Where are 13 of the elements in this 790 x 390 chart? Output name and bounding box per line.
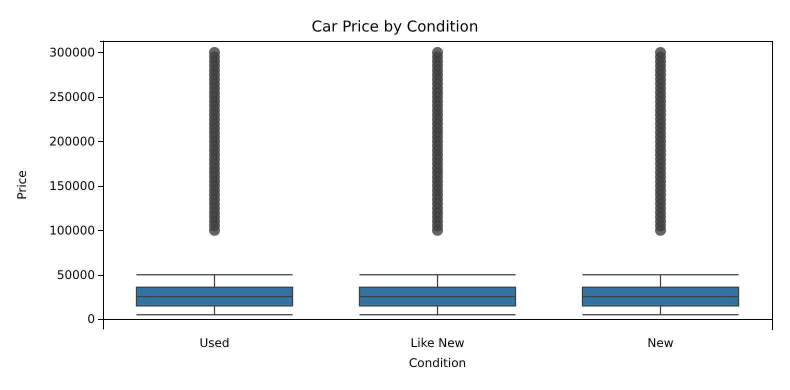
y-tick-label: 300000 [49, 46, 95, 60]
y-tick-label: 100000 [49, 223, 95, 238]
chart-title: Car Price by Condition [312, 18, 478, 36]
y-tick-label: 0 [87, 312, 95, 326]
y-tick-label: 50000 [56, 268, 95, 282]
x-axis-title: Condition [408, 356, 466, 370]
y-tick-label: 250000 [49, 90, 95, 104]
x-tick-label: Like New [410, 336, 465, 350]
y-tick-label: 150000 [49, 178, 95, 193]
x-tick-label: New [647, 336, 674, 350]
y-tick-label: 200000 [49, 134, 95, 148]
y-axis-title: Price [15, 170, 29, 200]
x-tick-label: Used [199, 336, 230, 350]
